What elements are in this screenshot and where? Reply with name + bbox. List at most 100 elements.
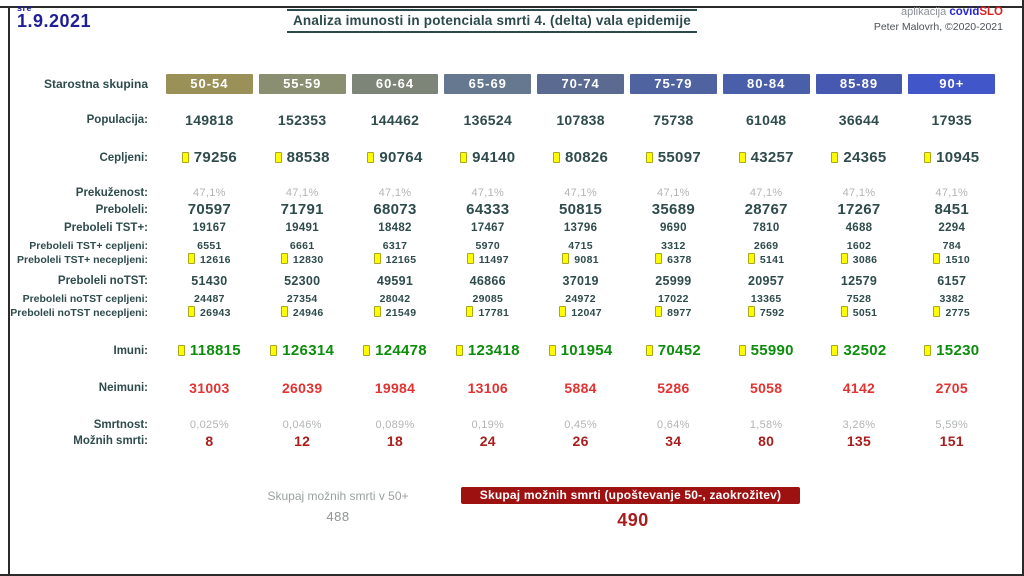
cell-preboleli-notst-cepljeni-85-89: 7528 [813,293,906,305]
cell-value: 6661 [289,240,315,252]
cell-value: 28767 [744,201,788,218]
cell-preboleli-tst-necepljeni-85-89: 3086 [813,253,906,266]
total-deaths-banner: Skupaj možnih smrti (upoštevanje 50-, za… [461,487,800,504]
cell-populacija-65-69: 136524 [441,112,534,128]
cell-value: 9690 [659,222,687,234]
cell-value: 126314 [282,342,335,359]
cell-preboleli-notst-cepljeni-90+: 3382 [905,293,998,305]
table-row-preboleli-notst-necepljeni: Preboleli noTST necepljeni: 26943 24946 215… [10,306,1014,319]
weekday-label: sre [17,3,33,13]
cell-value: 47,1% [564,187,597,199]
yellow-marker-icon [188,306,196,317]
yellow-marker-icon [655,306,663,317]
cell-value: 5286 [657,380,690,396]
app-name-prefix: aplikacija [901,6,950,18]
cell-preboleli-notst-85-89: 12579 [813,274,906,288]
cell-preboleli-notst-cepljeni-75-79: 17022 [627,293,720,305]
cell-prekuzenost-55-59: 47,1% [256,187,349,199]
cell-moznih-smrti-85-89: 135 [813,433,906,449]
cell-value: 10945 [936,149,980,166]
cell-value: 25999 [655,274,692,288]
cell-value: 124478 [375,342,427,359]
cell-value: 34 [665,433,682,449]
cell-preboleli-tst-cepljeni-90+: 784 [905,240,998,252]
cell-preboleli-notst-necepljeni-80-84: 7592 [720,306,813,319]
cell-value: 70452 [657,342,701,359]
cell-value: 151 [939,433,964,449]
cell-value: 12616 [200,254,231,266]
analysis-table: Starostna skupina 50-54 55-59 60-64 65-69 70… [10,74,1014,449]
cell-value: 13106 [467,380,508,396]
row-label-preboleli-notst: Preboleli noTST: [57,275,148,287]
app-name-covid: covid [949,6,980,18]
yellow-marker-icon [548,345,556,356]
cell-value: 8977 [667,307,692,319]
cell-value: 28042 [379,293,411,305]
cell-smrtnost-80-84: 1,58% [720,419,813,431]
cell-preboleli-85-89: 17267 [813,201,906,218]
cell-value: 0,64% [657,419,690,431]
yellow-marker-icon [460,152,468,163]
cell-value: 37019 [562,274,599,288]
cell-smrtnost-65-69: 0,19% [441,419,534,431]
cell-smrtnost-85-89: 3,26% [813,419,906,431]
cell-preboleli-tst-cepljeni-55-59: 6661 [256,240,349,252]
cell-value: 29085 [472,293,504,305]
cell-preboleli-tst-necepljeni-55-59: 12830 [256,253,349,266]
date-display: sre 1.9.2021 [17,3,91,32]
cell-preboleli-notst-necepljeni-70-74: 12047 [534,306,627,319]
cell-imuni-50-54: 118815 [163,342,256,359]
row-label-neimuni: Neimuni: [98,382,148,394]
cell-preboleli-notst-cepljeni-70-74: 24972 [534,293,627,305]
cell-cepljeni-85-89: 24365 [813,149,906,166]
cell-value: 47,1% [285,187,319,199]
cell-value: 8451 [934,201,970,218]
cell-value: 79256 [193,149,237,166]
cell-preboleli-notst-cepljeni-80-84: 13365 [720,293,813,305]
cell-prekuzenost-60-64: 47,1% [349,187,442,199]
cell-preboleli-notst-necepljeni-75-79: 8977 [627,306,720,319]
row-label-preboleli-notst-cepljeni: Preboleli noTST cepljeni: [22,293,148,305]
cell-preboleli-tst-necepljeni-90+: 1510 [905,253,998,266]
cell-preboleli-tst-cepljeni-70-74: 4715 [534,240,627,252]
cell-value: 8 [205,433,214,449]
cell-preboleli-notst-cepljeni-55-59: 27354 [256,293,349,305]
cell-value: 24972 [565,293,596,305]
cell-preboleli-tst-necepljeni-60-64: 12165 [349,253,442,266]
table-row-moznih-smrti: Možnih smrti: 8 12 18 24 26 34 80 135 151 [10,433,1014,449]
age-header-cell: 90+ [905,74,998,94]
cell-preboleli-notst-necepljeni-60-64: 21549 [349,306,442,319]
yellow-marker-icon [466,253,474,264]
cell-value: 13796 [563,222,598,234]
cell-populacija-90+: 17935 [905,112,998,128]
cell-cepljeni-90+: 10945 [905,149,998,166]
cell-value: 24946 [292,307,324,319]
cell-prekuzenost-65-69: 47,1% [441,187,534,199]
cell-value: 5884 [564,380,597,396]
row-label-preboleli: Preboleli: [95,203,148,216]
sum-50plus-label: Skupaj možnih smrti v 50+ [267,489,409,503]
cell-smrtnost-75-79: 0,64% [627,419,720,431]
cell-prekuzenost-50-54: 47,1% [163,187,256,199]
cell-value: 784 [942,240,961,252]
cell-imuni-65-69: 123418 [441,342,534,359]
cell-value: 32502 [843,342,887,359]
cell-value: 1510 [945,254,971,266]
cell-preboleli-tst-necepljeni-70-74: 9081 [534,253,627,266]
cell-preboleli-notst-necepljeni-85-89: 5051 [813,306,906,319]
cell-preboleli-tst-cepljeni-75-79: 3312 [627,240,720,252]
age-header-cell: 55-59 [256,74,349,94]
age-header-row: Starostna skupina 50-54 55-59 60-64 65-69 70… [10,74,1014,94]
cell-preboleli-notst-80-84: 20957 [720,274,813,288]
cell-neimuni-75-79: 5286 [627,380,720,396]
cell-value: 2775 [945,307,971,319]
age-group-header-85-89: 85-89 [815,74,903,94]
cell-value: 36644 [838,112,880,128]
row-label-moznih-smrti: Možnih smrti: [73,435,148,447]
cell-preboleli-tst-cepljeni-80-84: 2669 [720,240,813,252]
total-deaths-value: 490 [617,510,649,530]
cell-value: 2669 [753,240,779,252]
yellow-marker-icon [188,253,196,264]
cell-preboleli-tst-cepljeni-65-69: 5970 [441,240,534,252]
cell-populacija-70-74: 107838 [534,112,627,128]
